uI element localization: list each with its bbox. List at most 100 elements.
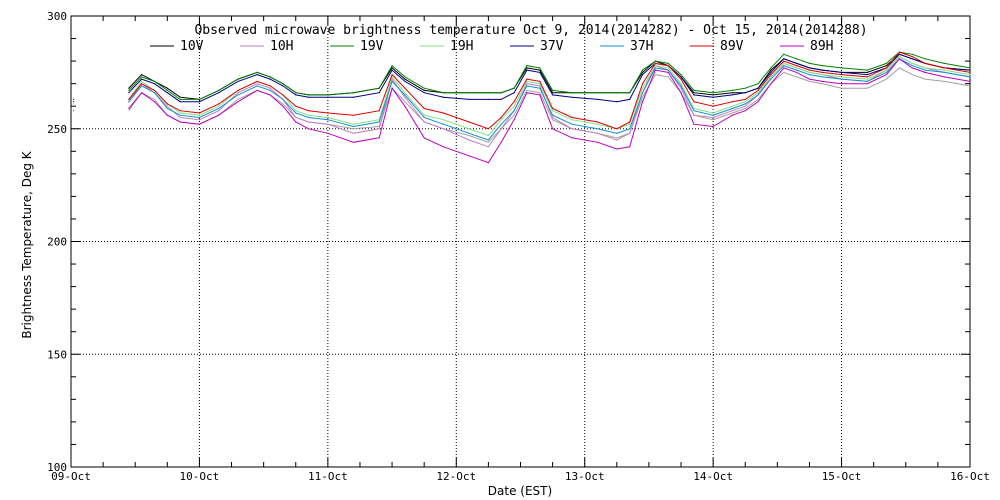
series-37v-point [218, 92, 220, 94]
y-tick-label: 200 [47, 236, 67, 249]
series-19h-point [680, 83, 682, 85]
series-37v-point [391, 69, 393, 71]
series-37h-point [391, 80, 393, 82]
series-19v-point [629, 92, 631, 94]
series-89v-point [282, 94, 284, 96]
series-89h-point [141, 92, 143, 94]
series-37h-line [73, 58, 971, 141]
series-37h-point [712, 114, 714, 116]
series-89v-point [629, 121, 631, 123]
x-tick-label: 12-Oct [436, 470, 476, 483]
series-37v-point [571, 96, 573, 98]
series-10h-point [308, 121, 310, 123]
series-89h-point [468, 155, 470, 157]
series-89h-point [539, 94, 541, 96]
series-89h-point [770, 83, 772, 85]
series-37v-point [911, 58, 913, 60]
series-37h-point [198, 116, 200, 119]
series-89v-point [539, 80, 541, 82]
series-19h-point [308, 114, 310, 116]
series-89v-point [866, 76, 868, 78]
series-19v-point [487, 92, 489, 94]
x-tick-label: 10-Oct [180, 470, 220, 483]
series-37h-point [808, 74, 811, 76]
series-89h-point [898, 58, 901, 60]
series-19h-point [693, 107, 695, 110]
series-19v-point [571, 92, 573, 94]
series-19h-point [654, 65, 657, 67]
series-37v-point [796, 62, 798, 64]
series-89h-point [866, 83, 868, 85]
series-37h-point [757, 94, 759, 96]
series-10h-point [616, 139, 618, 141]
series-89h-point [616, 148, 618, 150]
series-89v-point [641, 83, 644, 85]
series-10v-point [539, 69, 541, 71]
series-89v-point [571, 116, 573, 119]
series-19v-point [526, 65, 528, 67]
series-19v-point [866, 69, 868, 71]
series-89v-point [179, 110, 181, 112]
legend-label-19v: 19V [360, 39, 384, 54]
series-19h-point [295, 110, 297, 112]
x-tick-label: 09-Oct [51, 470, 91, 483]
series-37v-point [179, 101, 181, 103]
series-89v-point [744, 98, 746, 100]
series-19h-point [744, 101, 746, 103]
series-89h-point [808, 78, 811, 80]
series-89v-point [924, 62, 926, 64]
series-89v-point [404, 87, 406, 89]
series-10h-point [539, 85, 541, 87]
series-19v-point [308, 94, 310, 96]
series-89v-point [552, 107, 554, 110]
series-37h-point [513, 110, 515, 112]
series-89v-point [295, 105, 297, 107]
series-10v-point [128, 87, 130, 89]
series-89h-point [295, 121, 297, 123]
series-10h-point [526, 83, 528, 85]
series-89v-point [885, 67, 888, 69]
series-37h-point [680, 85, 682, 87]
y-tick-label: 150 [47, 348, 67, 361]
legend-label-37h: 37H [630, 39, 653, 54]
series-37h-point [731, 107, 734, 110]
series-19v-point [269, 76, 271, 78]
series-19v-point [468, 92, 470, 94]
series-37h-point [616, 132, 618, 134]
series-89v-point [731, 101, 734, 103]
series-37v-point [327, 96, 329, 98]
series-10h-point [166, 105, 168, 107]
series-19h-point [539, 83, 541, 85]
series-19v-point [552, 89, 554, 91]
series-37v-point [500, 98, 502, 100]
series-19v-point [885, 62, 888, 64]
series-19v-point [256, 71, 258, 73]
series-37v-point [597, 98, 599, 100]
series-19h-point [352, 123, 355, 125]
series-19h-point [552, 110, 554, 112]
series-19h-point [327, 116, 329, 119]
series-89v-point [391, 74, 393, 76]
series-19h-point [141, 80, 143, 82]
series-89h-point [237, 101, 239, 103]
series-89h-point [198, 123, 200, 125]
series-19h-point [442, 119, 444, 121]
series-10h-point [218, 110, 220, 112]
series-37h-point [487, 139, 489, 141]
y-tick-label: 100 [47, 461, 67, 474]
series-37h-point [141, 85, 143, 87]
series-89v-point [969, 71, 971, 73]
series-19v-point [821, 65, 823, 67]
series-19v-point [757, 83, 759, 85]
series-89h-point [378, 137, 380, 139]
series-19h-point [783, 62, 785, 64]
series-10h-point [179, 116, 181, 119]
series-37h-point [943, 71, 945, 73]
series-37v-point [423, 92, 425, 94]
series-89v-point [500, 116, 502, 119]
series-89h-point [597, 141, 599, 143]
series-37v-point [237, 80, 239, 82]
series-89h-point [641, 101, 644, 103]
series-37h-point [179, 114, 181, 116]
series-89h-point [308, 128, 310, 130]
